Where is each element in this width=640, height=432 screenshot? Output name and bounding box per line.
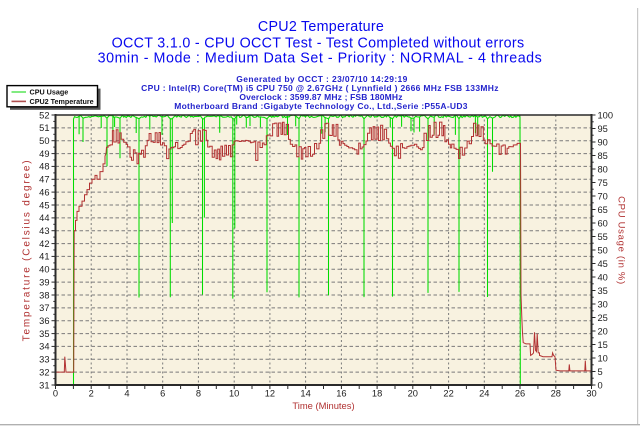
svg-text:Overclock : 3599.87 MHz ; FSB: Overclock : 3599.87 MHz ; FSB 180MHz xyxy=(239,92,402,102)
svg-text:49: 49 xyxy=(39,149,49,159)
svg-text:28: 28 xyxy=(551,389,561,399)
svg-text:33: 33 xyxy=(39,355,49,365)
svg-text:32: 32 xyxy=(39,367,49,377)
svg-text:5: 5 xyxy=(598,367,603,377)
svg-text:OCCT 3.1.0 - CPU OCCT Test - T: OCCT 3.1.0 - CPU OCCT Test - Test Comple… xyxy=(112,35,525,51)
svg-text:Time (Minutes): Time (Minutes) xyxy=(292,400,354,411)
svg-text:30: 30 xyxy=(598,299,608,309)
svg-text:55: 55 xyxy=(598,232,608,242)
svg-text:30min - Mode : Medium Data Set: 30min - Mode : Medium Data Set - Priorit… xyxy=(98,51,543,67)
svg-text:70: 70 xyxy=(598,191,608,201)
svg-text:50: 50 xyxy=(598,245,608,255)
svg-text:51: 51 xyxy=(39,123,49,133)
svg-text:20: 20 xyxy=(408,389,418,399)
svg-text:14: 14 xyxy=(300,389,310,399)
svg-text:36: 36 xyxy=(39,316,49,326)
svg-text:0: 0 xyxy=(598,380,603,390)
svg-text:6: 6 xyxy=(160,389,165,399)
svg-text:18: 18 xyxy=(372,389,382,399)
svg-text:45: 45 xyxy=(39,200,49,210)
svg-text:10: 10 xyxy=(598,353,608,363)
svg-text:34: 34 xyxy=(39,342,49,352)
svg-text:20: 20 xyxy=(598,326,608,336)
svg-text:44: 44 xyxy=(39,213,49,223)
svg-text:CPU2 Temperature: CPU2 Temperature xyxy=(258,19,384,35)
svg-text:CPU : Intel(R) Core(TM) i5 CPU: CPU : Intel(R) Core(TM) i5 CPU 750 @ 2.6… xyxy=(141,83,499,93)
svg-text:35: 35 xyxy=(39,329,49,339)
svg-text:60: 60 xyxy=(598,218,608,228)
svg-text:24: 24 xyxy=(479,389,489,399)
svg-text:40: 40 xyxy=(39,265,49,275)
svg-text:75: 75 xyxy=(598,178,608,188)
svg-text:37: 37 xyxy=(39,303,49,313)
svg-text:2: 2 xyxy=(89,389,94,399)
svg-text:42: 42 xyxy=(39,239,49,249)
svg-text:4: 4 xyxy=(124,389,129,399)
svg-text:15: 15 xyxy=(598,340,608,350)
svg-text:45: 45 xyxy=(598,259,608,269)
svg-text:CPU Usage (in %): CPU Usage (in %) xyxy=(616,196,627,285)
svg-text:8: 8 xyxy=(196,389,201,399)
svg-text:48: 48 xyxy=(39,162,49,172)
svg-text:CPU Usage: CPU Usage xyxy=(30,88,69,97)
svg-text:50: 50 xyxy=(39,136,49,146)
svg-text:100: 100 xyxy=(598,110,614,120)
svg-text:80: 80 xyxy=(598,164,608,174)
svg-text:85: 85 xyxy=(598,151,608,161)
svg-text:26: 26 xyxy=(515,389,525,399)
svg-text:39: 39 xyxy=(39,277,49,287)
svg-text:Motherboard Brand :Gigabyte Te: Motherboard Brand :Gigabyte Technology C… xyxy=(174,101,468,111)
svg-text:0: 0 xyxy=(53,389,58,399)
svg-text:43: 43 xyxy=(39,226,49,236)
svg-text:35: 35 xyxy=(598,286,608,296)
svg-text:22: 22 xyxy=(443,389,453,399)
svg-text:10: 10 xyxy=(229,389,239,399)
svg-text:CPU2 Temperature: CPU2 Temperature xyxy=(30,97,94,106)
svg-text:46: 46 xyxy=(39,187,49,197)
svg-text:31: 31 xyxy=(39,380,49,390)
svg-text:47: 47 xyxy=(39,175,49,185)
svg-text:41: 41 xyxy=(39,252,49,262)
svg-text:38: 38 xyxy=(39,290,49,300)
svg-text:25: 25 xyxy=(598,313,608,323)
svg-text:40: 40 xyxy=(598,272,608,282)
svg-text:30: 30 xyxy=(586,389,596,399)
svg-text:Generated by OCCT : 23/07/10 1: Generated by OCCT : 23/07/10 14:29:19 xyxy=(236,74,407,84)
svg-text:90: 90 xyxy=(598,137,608,147)
svg-text:52: 52 xyxy=(39,110,49,120)
svg-text:16: 16 xyxy=(336,389,346,399)
svg-text:95: 95 xyxy=(598,124,608,134)
svg-text:Temperature (Celsius degree): Temperature (Celsius degree) xyxy=(22,159,33,342)
svg-text:12: 12 xyxy=(265,389,275,399)
svg-text:65: 65 xyxy=(598,205,608,215)
